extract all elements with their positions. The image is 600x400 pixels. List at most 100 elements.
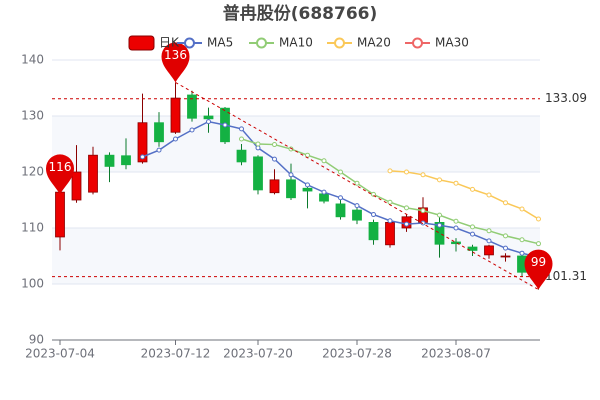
ma-point — [371, 191, 376, 197]
pin-label: 99 — [531, 255, 546, 269]
ma-point — [470, 224, 475, 230]
ma-point — [239, 136, 244, 142]
candle-body — [55, 191, 65, 238]
candle-body — [286, 179, 296, 199]
candle-body — [484, 245, 494, 256]
ma-point — [437, 177, 442, 183]
x-tick-label: 2023-08-07 — [421, 347, 491, 361]
candle-body — [335, 203, 346, 218]
candle-body — [352, 209, 362, 221]
ma-point — [338, 195, 343, 201]
candle-body — [253, 156, 263, 191]
ma-point — [519, 237, 525, 243]
ma-point — [470, 186, 475, 192]
trend-line — [175, 81, 539, 291]
legend-label: MA5 — [207, 36, 233, 50]
legend-swatch — [256, 37, 267, 49]
ma-point — [420, 208, 426, 214]
candle-body — [385, 221, 395, 246]
legend-item: MA20 — [327, 36, 391, 50]
pin-label: 116 — [49, 160, 72, 174]
pin-shape — [524, 249, 553, 290]
mark-line-label: 133.09 — [545, 91, 587, 105]
ma-point — [486, 192, 492, 198]
candle-body — [500, 255, 511, 258]
ma-point — [255, 145, 261, 151]
candle-body — [319, 193, 329, 202]
candle-body — [121, 155, 131, 166]
ma-point — [519, 250, 525, 256]
ma-point — [206, 119, 211, 125]
ma-point — [486, 238, 492, 244]
legend-item: MA5 — [177, 36, 233, 50]
legend-swatch — [184, 37, 195, 49]
ma-line — [389, 170, 539, 220]
candle-body — [269, 179, 280, 194]
candle-body — [236, 149, 247, 163]
ma-point — [453, 225, 459, 231]
legend-swatch — [412, 37, 423, 49]
candle-body — [451, 241, 461, 245]
candle-body — [467, 246, 478, 251]
ma-point — [536, 216, 541, 222]
candle-body — [104, 154, 115, 167]
ma-point — [189, 127, 195, 133]
ma-point — [437, 212, 442, 218]
ma-point — [354, 180, 360, 186]
ma-point — [255, 141, 261, 147]
ma-point — [503, 245, 508, 251]
ma-point — [321, 189, 327, 195]
ma-point — [470, 231, 475, 237]
legend-label: MA10 — [279, 36, 313, 50]
pin-shape — [46, 154, 74, 195]
candle-body — [434, 221, 445, 245]
x-tick-label: 2023-07-28 — [322, 347, 392, 361]
ma-point — [536, 241, 541, 247]
ma-point — [387, 168, 393, 174]
legend-item: MA30 — [405, 36, 469, 50]
ma-point — [437, 222, 442, 228]
ma-point — [321, 158, 327, 164]
mark-pin: 136 — [161, 42, 190, 83]
ma-point — [239, 126, 244, 132]
ma-point — [387, 199, 393, 205]
ma-point — [140, 154, 145, 160]
x-tick-label: 2023-07-12 — [141, 347, 211, 361]
y-tick-label: 110 — [21, 221, 44, 235]
candle-body — [137, 122, 148, 163]
mark-line-label: 101.31 — [545, 269, 587, 283]
ma-point — [387, 218, 393, 224]
legend-swatch — [334, 37, 345, 49]
ma-point — [288, 146, 294, 152]
legend-label: 日K — [159, 36, 180, 50]
ma-point — [420, 172, 426, 178]
legend-label: MA20 — [357, 36, 391, 50]
candle-body — [154, 122, 164, 143]
ma-point — [404, 205, 409, 211]
candle-body — [71, 171, 82, 201]
candle-body — [302, 187, 313, 192]
x-tick-label: 2023-07-20 — [223, 347, 293, 361]
ma-point — [272, 156, 277, 162]
candle-body — [170, 97, 181, 133]
ma-point — [453, 180, 459, 186]
pin-shape — [161, 42, 190, 83]
grid-band — [52, 228, 540, 284]
pin-label: 136 — [164, 48, 187, 62]
y-tick-label: 100 — [21, 277, 44, 291]
legend-label: MA30 — [435, 36, 469, 50]
ma-point — [305, 182, 310, 188]
y-tick-label: 90 — [29, 333, 44, 347]
candle-body — [368, 221, 379, 241]
ma-point — [453, 218, 459, 224]
candle-body — [88, 154, 98, 193]
ma-point — [519, 206, 525, 212]
ma-point — [272, 142, 277, 148]
ma-point — [503, 233, 508, 239]
candle-body — [187, 94, 197, 119]
x-tick-label: 2023-07-04 — [25, 347, 95, 361]
legend-item: MA10 — [249, 36, 313, 50]
grid-band — [52, 116, 540, 172]
ma-point — [354, 203, 360, 209]
